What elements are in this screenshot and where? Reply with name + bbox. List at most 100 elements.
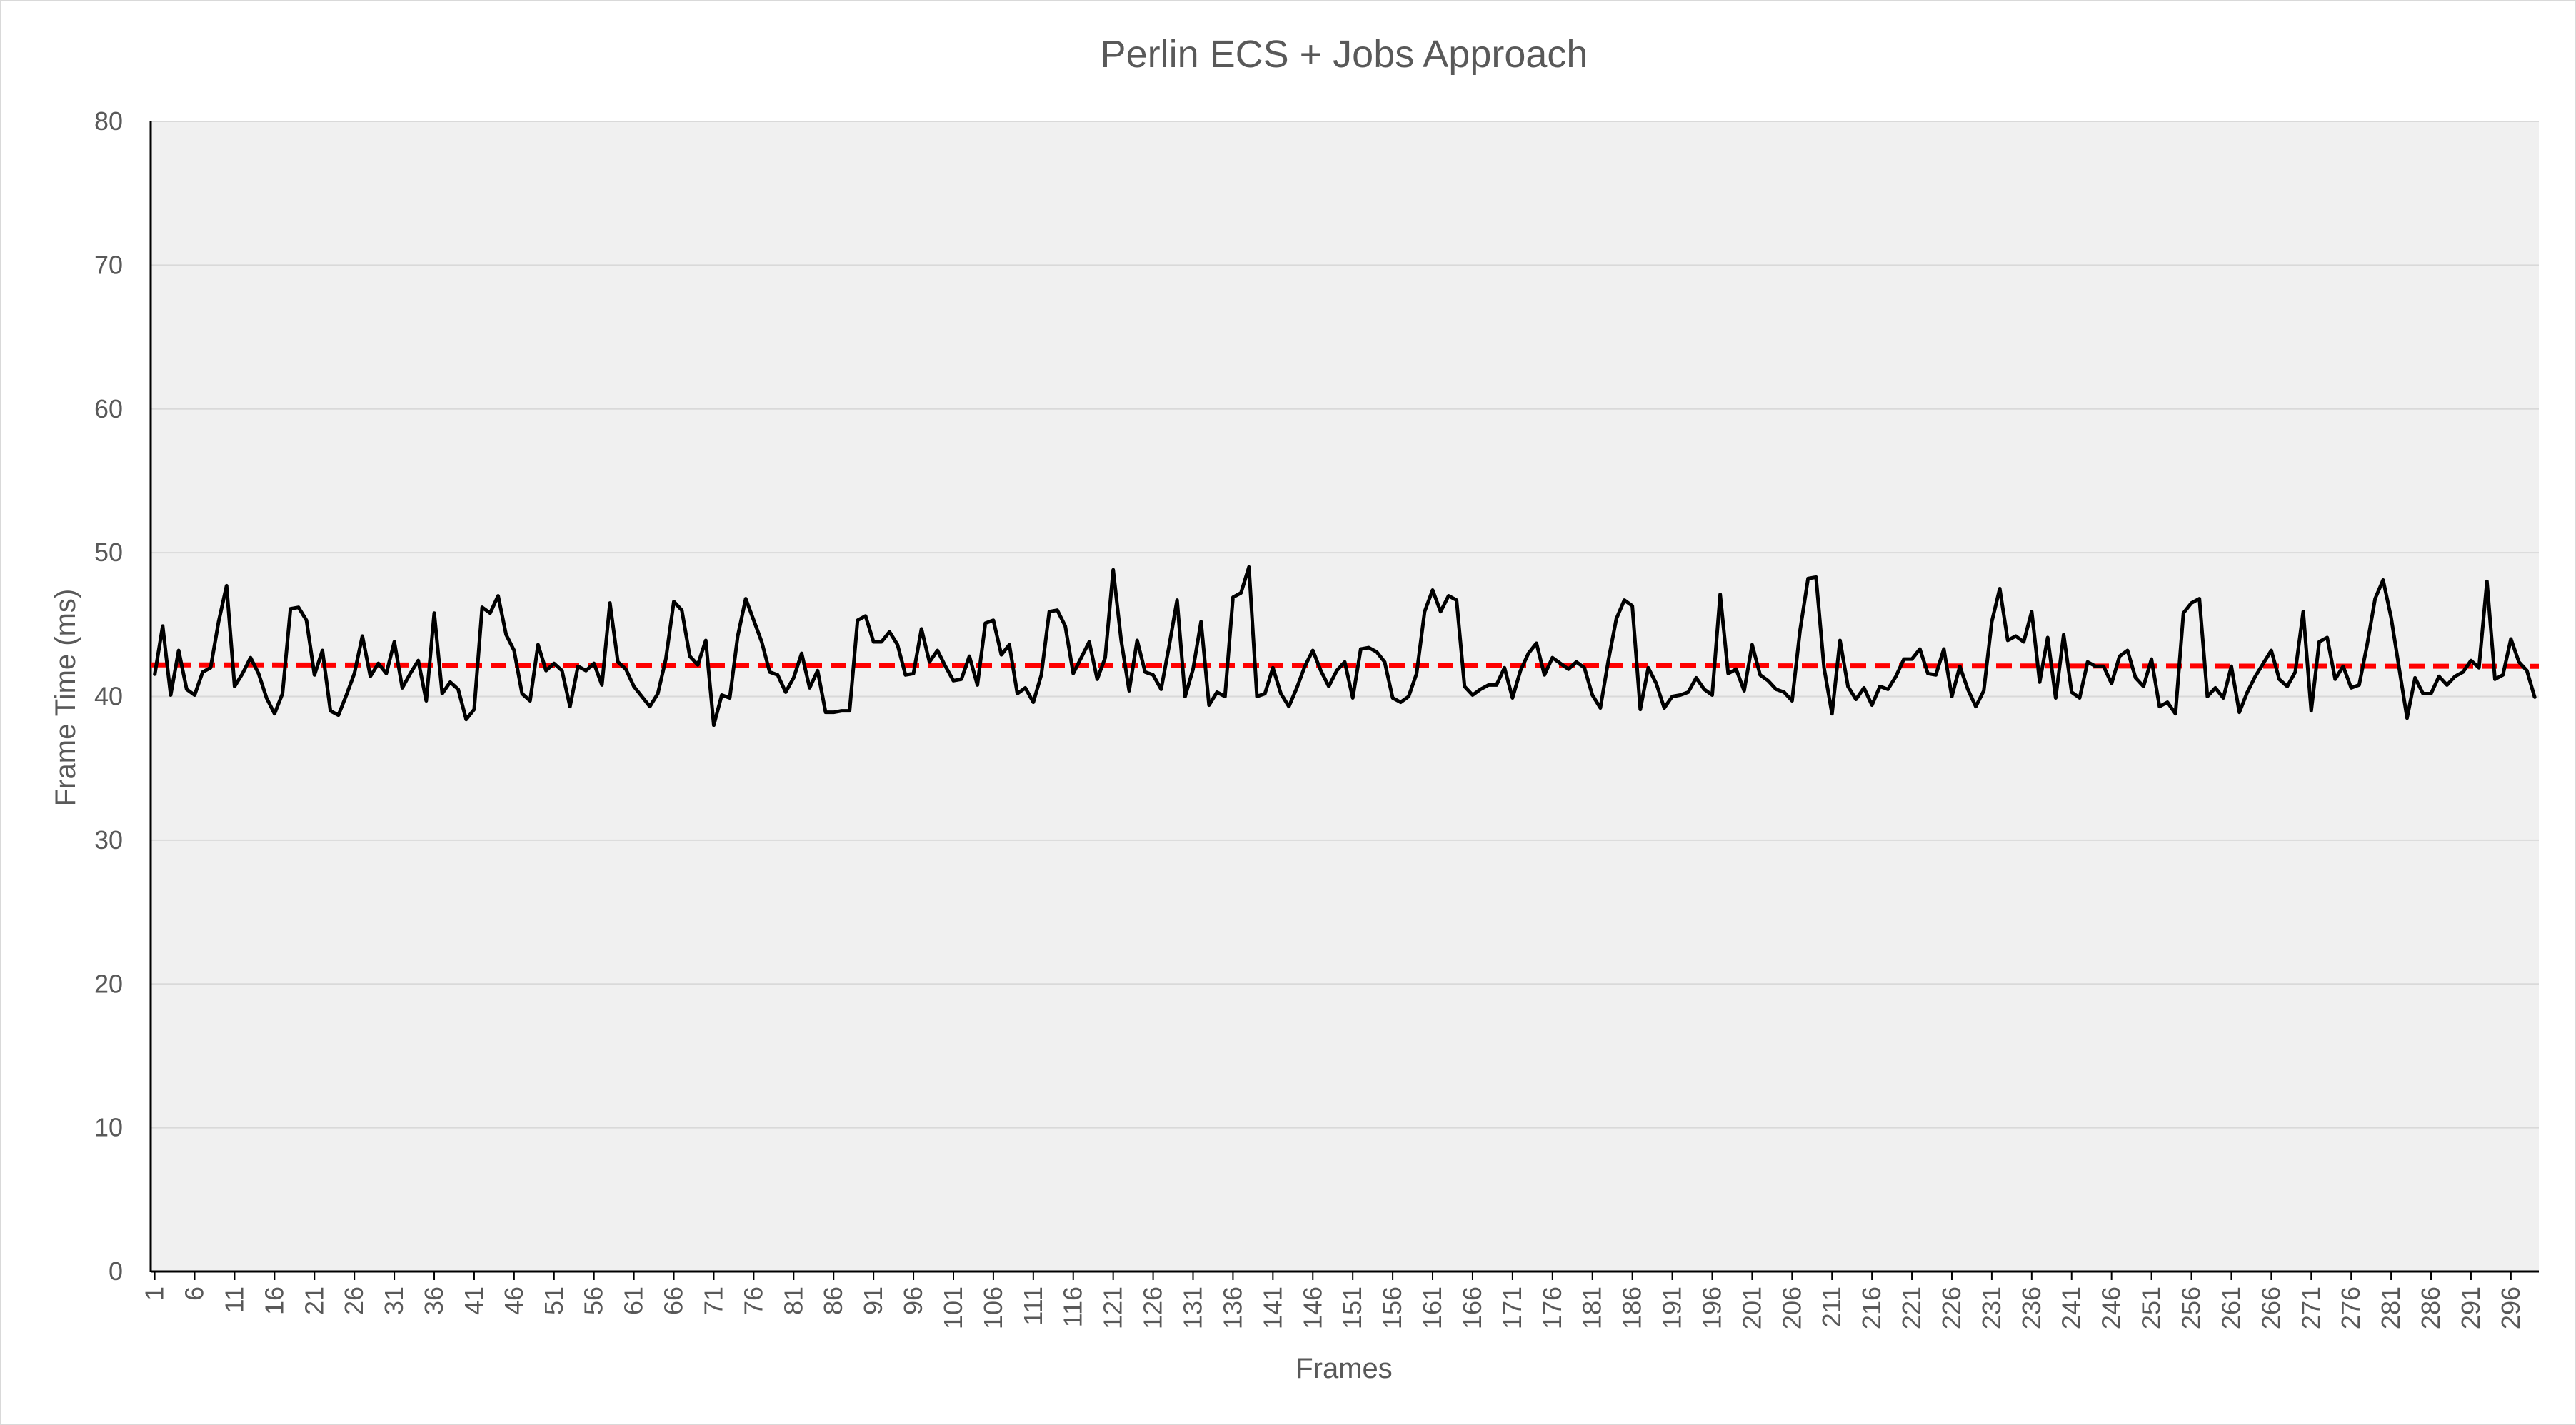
x-tick-label: 71: [698, 1286, 728, 1315]
data-point: [225, 584, 228, 587]
data-point: [1271, 666, 1274, 669]
x-tick-label: 116: [1058, 1286, 1088, 1327]
data-point: [209, 666, 212, 669]
data-point: [808, 686, 811, 689]
data-point: [1128, 689, 1131, 692]
x-tick-label: 111: [1018, 1286, 1048, 1326]
data-point: [1798, 629, 1801, 632]
data-point: [2430, 692, 2432, 695]
data-point: [1926, 672, 1929, 675]
data-point: [1368, 646, 1370, 649]
data-point: [1503, 666, 1506, 669]
y-tick-label: 40: [94, 682, 123, 711]
x-tick-label: 91: [858, 1286, 888, 1315]
data-point: [2310, 710, 2312, 712]
data-point: [2302, 610, 2305, 613]
data-point: [1399, 701, 1402, 704]
data-point: [688, 655, 691, 658]
data-point: [1679, 693, 1682, 696]
data-point: [1847, 685, 1850, 688]
data-point: [2477, 666, 2480, 669]
data-point: [712, 724, 715, 727]
data-point: [1064, 625, 1067, 628]
y-tick-label: 30: [94, 825, 123, 855]
data-point: [761, 640, 763, 643]
data-point: [497, 595, 499, 598]
data-point: [2334, 678, 2337, 680]
data-point: [1710, 693, 1713, 696]
data-point: [233, 685, 236, 688]
data-point: [1447, 595, 1450, 598]
data-point: [1008, 643, 1011, 646]
data-point: [2262, 662, 2265, 665]
data-point: [1351, 697, 1354, 700]
data-point: [1895, 675, 1898, 678]
data-point: [1256, 695, 1258, 698]
data-point: [2422, 692, 2425, 695]
data-point: [1112, 568, 1115, 571]
data-point: [601, 683, 603, 686]
data-point: [641, 695, 643, 698]
data-point: [1823, 666, 1825, 669]
data-point: [1783, 690, 1785, 693]
data-point: [1527, 652, 1530, 655]
data-point: [664, 658, 667, 660]
data-point: [2470, 659, 2472, 662]
data-point: [265, 697, 268, 700]
data-point: [2454, 675, 2457, 678]
data-point: [2070, 690, 2073, 693]
x-tick-label: 186: [1618, 1286, 1647, 1329]
data-point: [1208, 704, 1211, 707]
data-point: [2462, 670, 2465, 673]
data-point: [2246, 690, 2249, 693]
x-tick-label: 36: [419, 1286, 448, 1315]
data-point: [161, 625, 164, 628]
data-point: [896, 643, 899, 646]
x-tick-label: 171: [1498, 1286, 1527, 1329]
data-point: [2046, 636, 2049, 639]
data-point: [1431, 588, 1434, 591]
data-point: [1910, 658, 1913, 660]
data-point: [1080, 656, 1083, 659]
data-point: [1248, 565, 1251, 568]
x-tick-label: 86: [818, 1286, 848, 1315]
x-tick-label: 136: [1218, 1286, 1247, 1329]
data-point: [1295, 686, 1298, 689]
x-axis-title: Frames: [1295, 1353, 1393, 1384]
data-point: [1040, 673, 1043, 676]
data-point: [2094, 665, 2097, 668]
x-tick-label: 271: [2296, 1286, 2325, 1329]
data-point: [2006, 639, 2009, 642]
data-point: [736, 635, 739, 638]
chart-title: Perlin ECS + Jobs Approach: [1101, 33, 1588, 76]
data-point: [1511, 697, 1514, 700]
data-point: [1599, 707, 1602, 710]
data-point: [1855, 698, 1858, 701]
data-point: [1918, 648, 1921, 650]
x-tick-label: 266: [2256, 1286, 2285, 1329]
data-point: [792, 676, 795, 679]
data-point: [848, 710, 851, 712]
data-point: [1423, 610, 1426, 613]
data-point: [1695, 676, 1698, 679]
data-point: [1775, 688, 1778, 690]
data-point: [976, 683, 979, 686]
data-point: [2326, 636, 2329, 639]
data-point: [2134, 676, 2137, 679]
data-point: [1583, 666, 1586, 669]
data-point: [2493, 678, 2496, 680]
data-point: [1335, 669, 1338, 672]
data-point: [1975, 705, 1978, 708]
series-layer: [150, 565, 2540, 727]
data-point: [185, 688, 188, 690]
data-point: [2063, 633, 2065, 636]
y-tick-label: 60: [94, 394, 123, 423]
x-tick-label: 196: [1697, 1286, 1726, 1329]
data-point: [521, 692, 523, 695]
data-point: [1998, 587, 2001, 590]
data-point: [1631, 605, 1634, 608]
data-point: [1647, 666, 1650, 669]
x-tick-label: 106: [978, 1286, 1008, 1329]
